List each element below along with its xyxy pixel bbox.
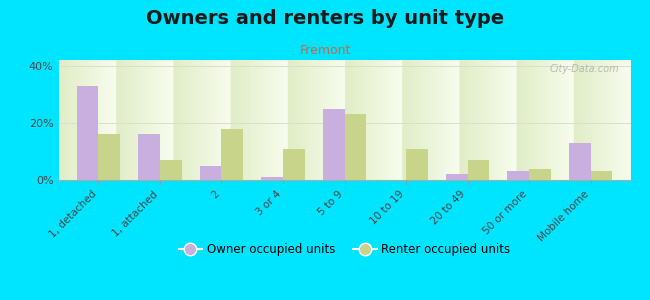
- Bar: [406, 148, 428, 180]
- Bar: [138, 134, 160, 180]
- Bar: [99, 134, 120, 180]
- Bar: [508, 171, 529, 180]
- Text: Fremont: Fremont: [299, 44, 351, 56]
- Bar: [160, 160, 181, 180]
- Bar: [77, 86, 99, 180]
- Bar: [529, 169, 551, 180]
- Bar: [323, 109, 345, 180]
- Bar: [446, 174, 467, 180]
- Bar: [283, 148, 304, 180]
- Bar: [467, 160, 489, 180]
- Bar: [200, 166, 222, 180]
- Bar: [590, 171, 612, 180]
- Legend: Owner occupied units, Renter occupied units: Owner occupied units, Renter occupied un…: [174, 238, 515, 260]
- Bar: [261, 177, 283, 180]
- Text: Owners and renters by unit type: Owners and renters by unit type: [146, 9, 504, 28]
- Bar: [569, 143, 590, 180]
- Text: City-Data.com: City-Data.com: [549, 64, 619, 74]
- Bar: [222, 129, 243, 180]
- Bar: [344, 114, 366, 180]
